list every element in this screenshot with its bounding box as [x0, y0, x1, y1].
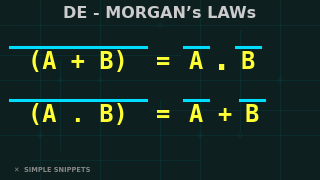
Text: .: . — [212, 46, 232, 78]
Text: =: = — [156, 103, 170, 127]
Text: DE - MORGAN’s LAWs: DE - MORGAN’s LAWs — [63, 6, 257, 21]
Text: =: = — [156, 50, 170, 74]
Text: A: A — [189, 50, 203, 74]
Text: B: B — [241, 50, 255, 74]
Text: A: A — [189, 103, 203, 127]
Text: B: B — [245, 103, 259, 127]
Text: +: + — [217, 103, 231, 127]
Text: (A + B): (A + B) — [28, 50, 128, 74]
Text: ✕  SIMPLE SNIPPETS: ✕ SIMPLE SNIPPETS — [14, 167, 90, 173]
Text: (A . B): (A . B) — [28, 103, 128, 127]
